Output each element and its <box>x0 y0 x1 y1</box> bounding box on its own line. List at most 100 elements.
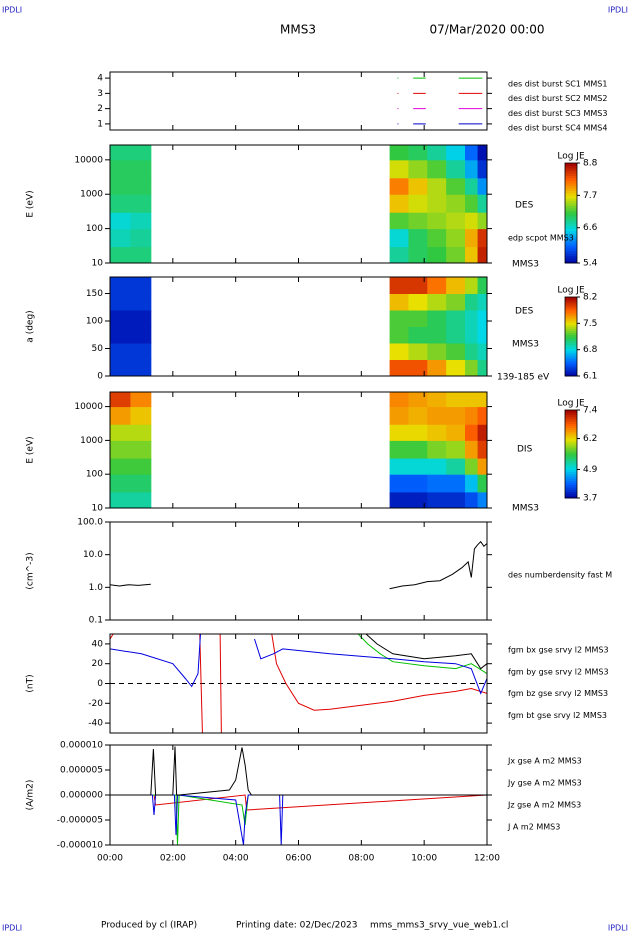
y-tick-label: 0.000000 <box>60 791 103 801</box>
colorbar-step <box>565 434 577 437</box>
colorbar-step <box>565 308 577 312</box>
colorbar-step <box>565 318 577 322</box>
heat-cell <box>427 458 447 475</box>
heat-cell <box>477 310 487 327</box>
heat-cell <box>477 392 487 408</box>
colorbar-step <box>565 340 577 343</box>
footer-file: mms_mms3_srvy_vue_web1.cl <box>370 921 508 931</box>
colorbar-step <box>565 458 577 462</box>
panel-label: 139-185 eV <box>497 373 550 383</box>
x-tick-label: 02:00 <box>160 854 186 864</box>
heat-cell <box>408 406 428 425</box>
colorbar-step <box>565 170 577 174</box>
heat-cell <box>389 293 409 311</box>
legend-entry: J A m2 MMS3 <box>507 823 560 832</box>
colorbar-frame <box>564 409 578 499</box>
heat-cell <box>427 343 447 360</box>
legend-entry: des dist burst SC3 MMS3 <box>508 109 607 118</box>
colorbar-step <box>565 220 577 224</box>
colorbar-step <box>565 200 577 204</box>
colorbar-step <box>565 173 577 176</box>
colorbar-step <box>565 193 577 196</box>
heat-cell <box>110 145 131 161</box>
heat-cell <box>427 406 447 425</box>
y-tick-label: 10 <box>92 504 104 514</box>
colorbar-step <box>565 215 577 219</box>
heat-cell <box>427 293 447 311</box>
legend-entry: Jy gse A m2 MMS3 <box>507 779 582 788</box>
heat-cell <box>446 343 466 360</box>
colorbar-step <box>565 354 577 357</box>
y-tick-label: 40 <box>92 639 104 649</box>
colorbar-step <box>565 346 577 349</box>
x-tick-label: 12:00 <box>474 854 500 864</box>
y-axis-label: (A/m2) <box>26 780 36 811</box>
footer-producer: Produced by cl (IRAP) <box>101 921 197 931</box>
series-line <box>110 634 487 733</box>
heat-cell <box>130 194 152 213</box>
y-tick-label: 150 <box>86 289 103 299</box>
heat-cell <box>110 277 131 294</box>
colorbar-step <box>565 467 577 470</box>
colorbar-step <box>565 183 577 186</box>
heat-cell <box>465 392 479 408</box>
heat-cell <box>408 310 428 327</box>
colorbar-step <box>565 487 577 490</box>
x-tick-label: 00:00 <box>97 854 123 864</box>
colorbar-step <box>565 447 577 451</box>
colorbar-step <box>565 163 577 166</box>
heat-cell <box>427 310 447 327</box>
y-axis-label: E (eV) <box>26 436 36 463</box>
heat-cell <box>477 177 487 195</box>
heat-cell <box>389 145 409 161</box>
heat-cell <box>389 359 409 376</box>
y-tick-label: 100 <box>86 317 103 327</box>
colorbar-step <box>565 255 577 259</box>
heat-cell <box>130 293 152 311</box>
heat-cell <box>110 194 131 213</box>
colorbar-step <box>565 491 577 495</box>
heat-cell <box>130 228 152 248</box>
colorbar-step <box>565 302 577 306</box>
colorbar-step <box>565 344 577 347</box>
plot-area <box>110 746 487 845</box>
y-tick-label: 100 <box>86 224 103 234</box>
colorbar-step <box>565 297 577 300</box>
colorbar-step <box>565 298 577 302</box>
corner-logo: IPDLI <box>608 6 628 15</box>
colorbar-step <box>565 462 577 466</box>
colorbar-step <box>565 250 577 254</box>
colorbar-step <box>565 478 577 481</box>
legend-entry: fgm bx gse srvy l2 MMS3 <box>508 646 609 655</box>
plot-area <box>110 634 487 733</box>
colorbar-step <box>565 421 577 424</box>
heat-cell <box>465 491 479 508</box>
heat-cell <box>389 326 409 344</box>
heat-cell <box>408 293 428 311</box>
y-tick-label: 3 <box>97 89 103 99</box>
series-line <box>365 634 487 670</box>
colorbar-tick-label: 8.8 <box>583 159 598 169</box>
colorbar-step <box>565 460 577 464</box>
legend-entry: fgm by gse srvy l2 MMS3 <box>508 667 609 676</box>
heat-cell <box>465 277 479 294</box>
colorbar-step <box>565 456 577 459</box>
panel-label: MMS3 <box>512 340 539 350</box>
heat-cell <box>408 326 428 344</box>
heat-cell <box>446 326 466 344</box>
heat-cell <box>408 474 428 493</box>
heat-cell <box>408 491 428 508</box>
heat-cell <box>408 458 428 475</box>
colorbar-step <box>565 336 577 339</box>
y-axis-label: (nT) <box>26 674 36 692</box>
heat-cell <box>446 359 466 376</box>
heat-cell <box>477 474 487 493</box>
heat-cell <box>427 440 447 459</box>
heat-cell <box>477 424 487 441</box>
heat-cell <box>446 474 466 493</box>
colorbar-step <box>565 374 577 377</box>
heat-cell <box>446 293 466 311</box>
y-axis-label: E (eV) <box>26 190 36 217</box>
colorbar-step <box>565 240 577 244</box>
heat-cell <box>110 212 131 230</box>
